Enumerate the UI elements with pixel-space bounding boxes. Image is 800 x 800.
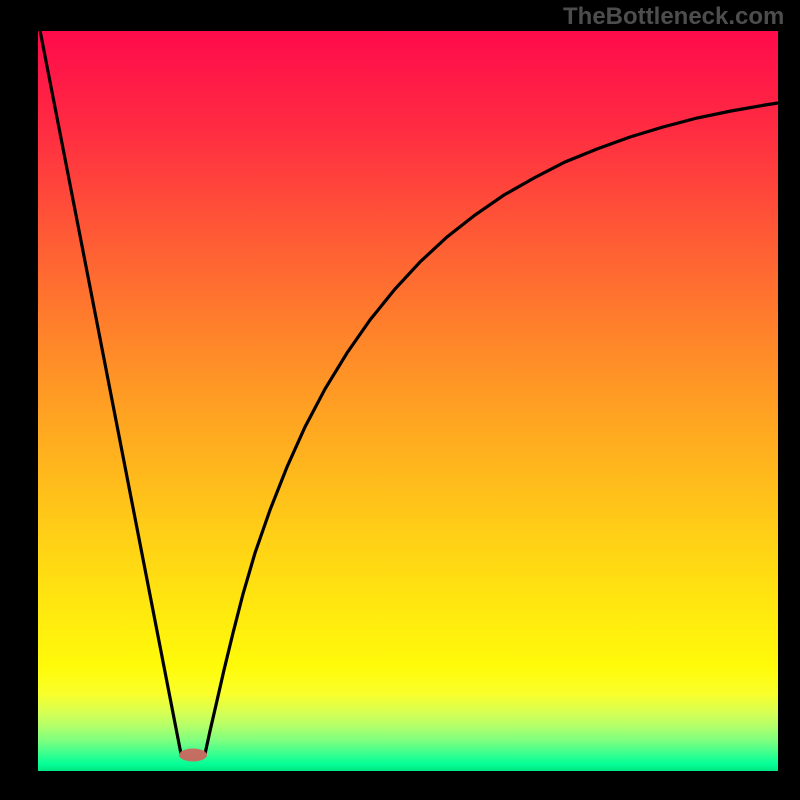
plot-area (38, 31, 778, 771)
valley-marker (179, 749, 207, 762)
chart-container: TheBottleneck.com (0, 0, 800, 800)
chart-svg (0, 0, 800, 800)
